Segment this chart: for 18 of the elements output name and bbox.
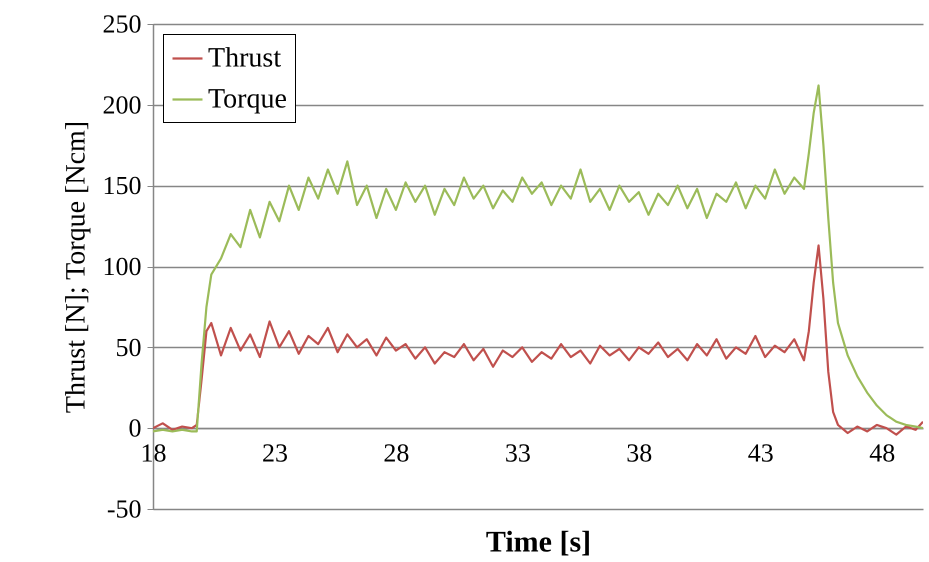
x-tick-label: 43 [748,438,774,468]
y-tick-label: 150 [102,171,142,200]
x-tick-label: 28 [383,438,410,468]
x-tick-label: 23 [262,438,288,468]
y-tick-label: 50 [116,332,142,362]
legend-label: Torque [208,84,287,114]
x-tick-label: 18 [140,438,166,468]
x-tick-label: 48 [869,438,896,468]
y-axis-title: Thrust [N]; Torque [Ncm] [60,120,92,414]
y-tick-label: 250 [102,10,142,38]
x-tick-label: 33 [504,438,531,468]
legend-label: Thrust [208,42,282,74]
y-tick-label: 100 [102,252,142,281]
y-tick-label: 0 [128,414,142,443]
y-tick-label: 200 [102,90,142,120]
x-axis-title: Time [s] [486,526,592,558]
x-tick-label: 38 [626,438,652,468]
y-tick-label: -50 [106,494,142,524]
